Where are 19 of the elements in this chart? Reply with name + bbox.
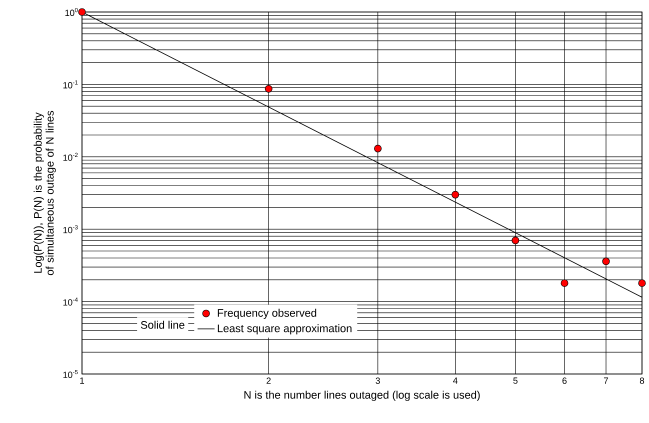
legend-label: Least square approximation (218, 324, 352, 334)
y-tick-label: 10$^{-1}$ (63, 80, 78, 88)
legend-label: Frequency observed (218, 308, 316, 319)
x-axis-title: N is the number lines outaged (log scale is used) (244, 390, 480, 401)
y-axis-title: Log(P(N)), P(N) is the probability of simultaneous outage of N lines (34, 110, 56, 276)
y-tick-label: 10$^{-4}$ (63, 298, 78, 306)
x-tick-label: 7 (604, 378, 608, 384)
y-tick-label: 10$^{-2}$ (63, 152, 78, 161)
x-tick-label: 3 (376, 378, 380, 384)
y-tick-label: 10$^{-5}$ (63, 370, 78, 378)
x-tick-label: 2 (266, 378, 271, 384)
x-tick-label: 4 (453, 378, 458, 384)
x-tick-label: 5 (513, 378, 518, 384)
y-tick-label: 10$^{-3}$ (63, 225, 78, 234)
annotation: Solid line (140, 320, 184, 329)
x-tick-label: 8 (640, 378, 644, 384)
y-tick-label: 10$^{0}$ (65, 8, 78, 16)
x-tick-label: 6 (562, 378, 567, 384)
x-tick-label: 1 (80, 378, 84, 384)
